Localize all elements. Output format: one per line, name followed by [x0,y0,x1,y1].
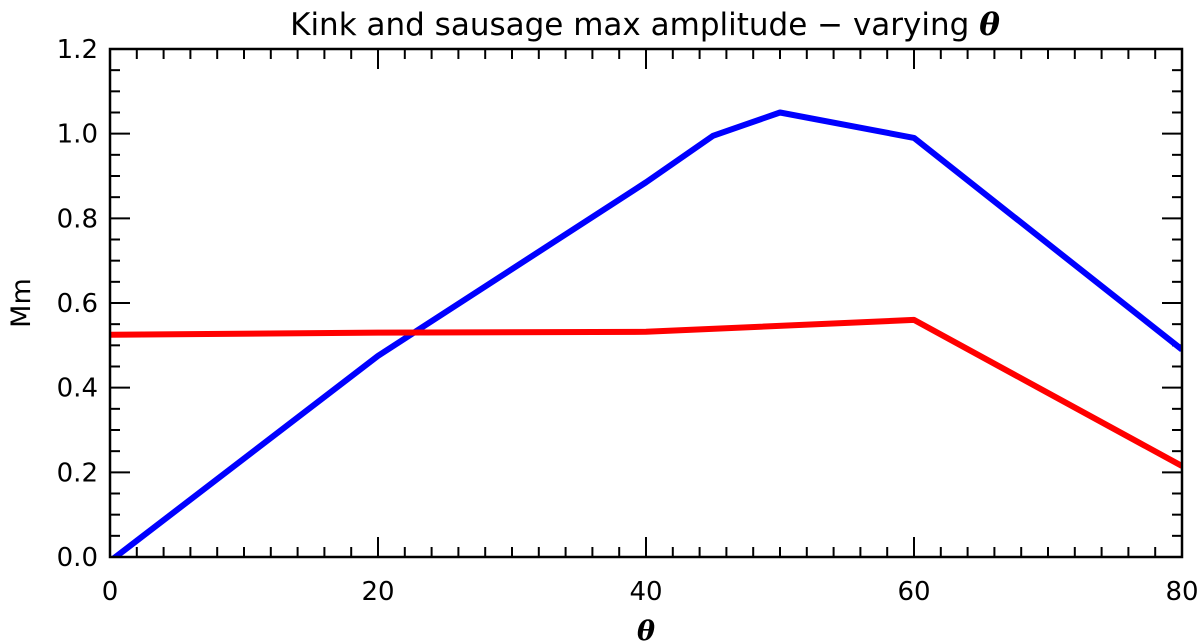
y-tick-label: 0.8 [57,204,98,234]
x-tick-label: 20 [361,577,394,607]
y-tick-label: 1.2 [57,35,98,65]
y-tick-label: 0.4 [57,374,98,404]
chart-title-symbol: θ [979,7,1000,43]
series-line-1 [110,109,1182,557]
x-tick-label: 80 [1165,577,1198,607]
x-tick-label: 60 [897,577,930,607]
x-tick-label: 40 [629,577,662,607]
y-tick-label: 0.6 [57,289,98,319]
plot-frame [108,47,1184,559]
x-tick-label: 0 [102,577,119,607]
y-tick-label: 0.0 [57,543,98,573]
chart-title-text: Kink and sausage max amplitude − varying [290,7,979,43]
plot-area: 0 20 40 60 80 0.0 0.2 0.4 0.6 0.8 1.0 1.2 [57,35,1199,607]
series-line-2 [110,316,1182,469]
chart-title: Kink and sausage max amplitude − varying… [290,7,1000,43]
x-axis-label: θ [637,616,655,644]
y-axis-label: Mm [6,278,37,328]
y-tick-label: 0.2 [57,458,98,488]
y-tick-label: 1.0 [57,120,98,150]
